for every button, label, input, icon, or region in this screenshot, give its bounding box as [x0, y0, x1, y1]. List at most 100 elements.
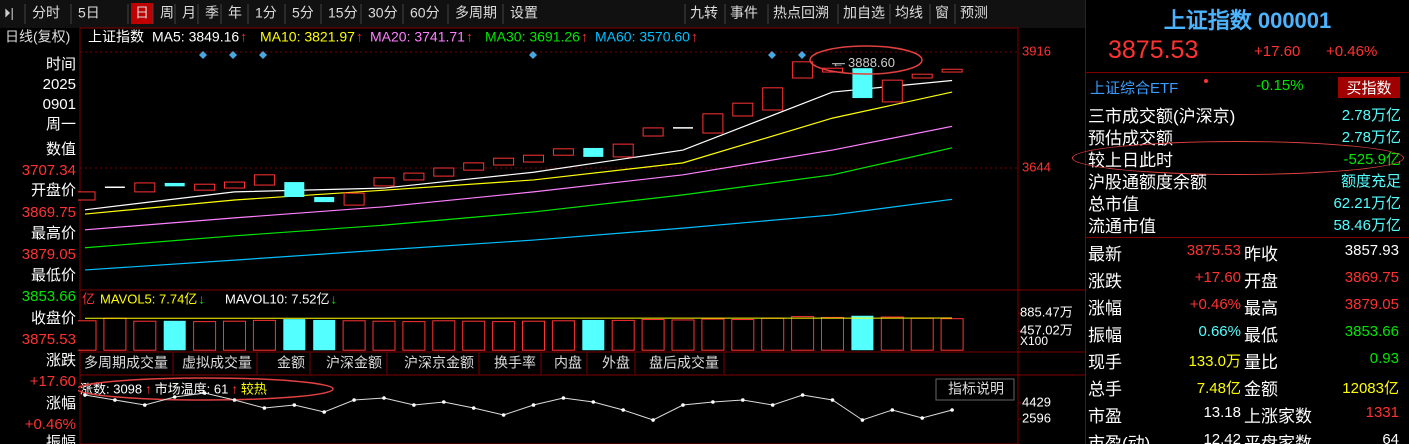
- candle: [612, 143, 634, 158]
- quote-value: +17.60: [1194, 269, 1241, 286]
- indicator-dot: [621, 408, 625, 412]
- toolbar-tab[interactable]: 5日: [78, 5, 100, 21]
- signal-marker: [199, 51, 207, 59]
- ma-arrow: ↑: [356, 29, 363, 45]
- indicator-dot: [681, 403, 685, 407]
- quote-label: 总手: [1088, 380, 1122, 399]
- quote-value: 7.48亿: [1196, 380, 1241, 397]
- toolbar-tab[interactable]: 15分: [328, 5, 358, 21]
- candle: [642, 127, 664, 137]
- candle: [493, 157, 515, 166]
- indicator-tab[interactable]: 外盘: [602, 355, 630, 371]
- indicator-tab[interactable]: 盘后成交量: [649, 355, 719, 371]
- chart-layer: ⏵| 分时 5日 日周月季年 1分 5分 15分 30分 60分 多周期 设置 九转 事件 热点回溯 加自选…: [0, 3, 1073, 444]
- indicator-dot: [890, 408, 895, 412]
- volume-bar: [432, 320, 456, 351]
- volume-bar: [880, 316, 904, 351]
- toolbar-button[interactable]: 窗: [935, 5, 949, 21]
- volume-bar: [313, 319, 336, 351]
- y-tick-label: 885.47万: [1020, 304, 1073, 319]
- indicator-legend: 较热: [241, 381, 267, 396]
- quote-label: 最低: [1244, 326, 1278, 345]
- info-text: 2025: [43, 76, 76, 93]
- volume-bar: [611, 319, 635, 351]
- volume-bar: [910, 317, 934, 351]
- high-label: 3888.60: [848, 55, 895, 70]
- signal-marker: [259, 51, 267, 59]
- indicator-dot: [501, 413, 506, 417]
- toolbar-tab[interactable]: 1分: [255, 5, 277, 21]
- volume-bar: [940, 318, 964, 351]
- toolbar-tab[interactable]: 季: [205, 5, 219, 21]
- ma-line: [84, 79, 953, 211]
- candle: [343, 192, 365, 206]
- quote-value: 12.42: [1203, 431, 1241, 444]
- period-label: 日线(复权): [5, 29, 70, 45]
- indicator-tab[interactable]: 金额: [277, 355, 305, 371]
- quote-label: 最新: [1088, 245, 1122, 264]
- indicator-dot: [770, 403, 775, 407]
- info-text: 数值: [46, 141, 76, 158]
- rule: [1086, 237, 1409, 238]
- toolbar-tab[interactable]: 周: [160, 5, 174, 21]
- index-name: 上证指数: [88, 29, 144, 45]
- volume-bar: [163, 320, 186, 351]
- high-arrow: ←: [832, 56, 844, 70]
- toolbar-tab[interactable]: 月: [182, 5, 196, 21]
- indicator-tab[interactable]: 内盘: [554, 355, 582, 371]
- quote-value: 3869.75: [1344, 269, 1399, 286]
- indicator-dot: [471, 406, 476, 410]
- indicator-dot: [262, 406, 267, 410]
- volume-bar: [133, 320, 157, 351]
- quote-value: 3875.53: [1186, 242, 1241, 259]
- y-tick-label: 4429: [1022, 394, 1051, 409]
- toolbar-button[interactable]: 预测: [960, 5, 988, 21]
- indicator-dot: [800, 393, 805, 397]
- quote-label: 上涨家数: [1244, 407, 1312, 426]
- toolbar-tab[interactable]: 日: [135, 5, 149, 21]
- indicator-tab[interactable]: 多周期成交量: [84, 355, 168, 371]
- toolbar-tab[interactable]: 多周期: [455, 5, 497, 21]
- quote-value: 3857.93: [1344, 242, 1399, 259]
- toolbar-tab[interactable]: 30分: [368, 5, 398, 21]
- volume-bar: [522, 320, 545, 351]
- volume-bar: [671, 319, 695, 351]
- toolbar-button[interactable]: 事件: [730, 5, 758, 21]
- indicator-tab[interactable]: 沪深金额: [326, 355, 382, 371]
- candle: [463, 162, 485, 171]
- buy-button[interactable]: 买指数: [1338, 77, 1400, 98]
- indicator-tab[interactable]: 虚拟成交量: [182, 355, 252, 371]
- toolbar-button[interactable]: 加自选: [843, 5, 885, 21]
- indicator-button[interactable]: 指标说明: [948, 381, 1004, 397]
- indicator-tab[interactable]: 换手率: [494, 355, 536, 371]
- mavol-legend: MAVOL10: 7.52亿: [225, 291, 330, 306]
- indicator-dot: [412, 403, 416, 407]
- stat-label: 三市成交额(沪深京): [1088, 107, 1236, 126]
- toolbar-tab[interactable]: 分时: [32, 5, 60, 21]
- toolbar-button[interactable]: 九转: [690, 5, 718, 21]
- indicator-dot: [382, 396, 386, 400]
- toolbar-tab[interactable]: 60分: [410, 5, 440, 21]
- quote-value: 0.66%: [1198, 323, 1241, 340]
- button-frame[interactable]: [935, 378, 1015, 401]
- info-text: 开盘价: [31, 181, 76, 199]
- toolbar-tab[interactable]: 年: [228, 5, 242, 21]
- annotation-circle: [809, 45, 923, 75]
- toolbar-button[interactable]: 热点回溯: [773, 5, 829, 21]
- indicator-legend: ↑: [145, 381, 152, 396]
- quote-label: 量比: [1244, 353, 1278, 372]
- volume-bar: [582, 319, 605, 351]
- info-text: 时间: [46, 56, 76, 73]
- indicator-tab[interactable]: 沪深京金额: [404, 355, 474, 371]
- toolbar-tab[interactable]: 5分: [292, 5, 314, 21]
- annotation: [1072, 141, 1404, 175]
- change: +17.60: [1254, 43, 1301, 60]
- indicator-dot: [352, 398, 356, 402]
- stat-value: 58.46万亿: [1333, 217, 1401, 234]
- stat-value: 2.78万亿: [1341, 107, 1401, 124]
- candle: [164, 182, 185, 187]
- toolbar-button[interactable]: 均线: [895, 5, 923, 21]
- indicator-dot: [202, 391, 207, 395]
- nav-icon: ⏵|: [4, 5, 14, 20]
- toolbar-tab[interactable]: 设置: [510, 5, 538, 21]
